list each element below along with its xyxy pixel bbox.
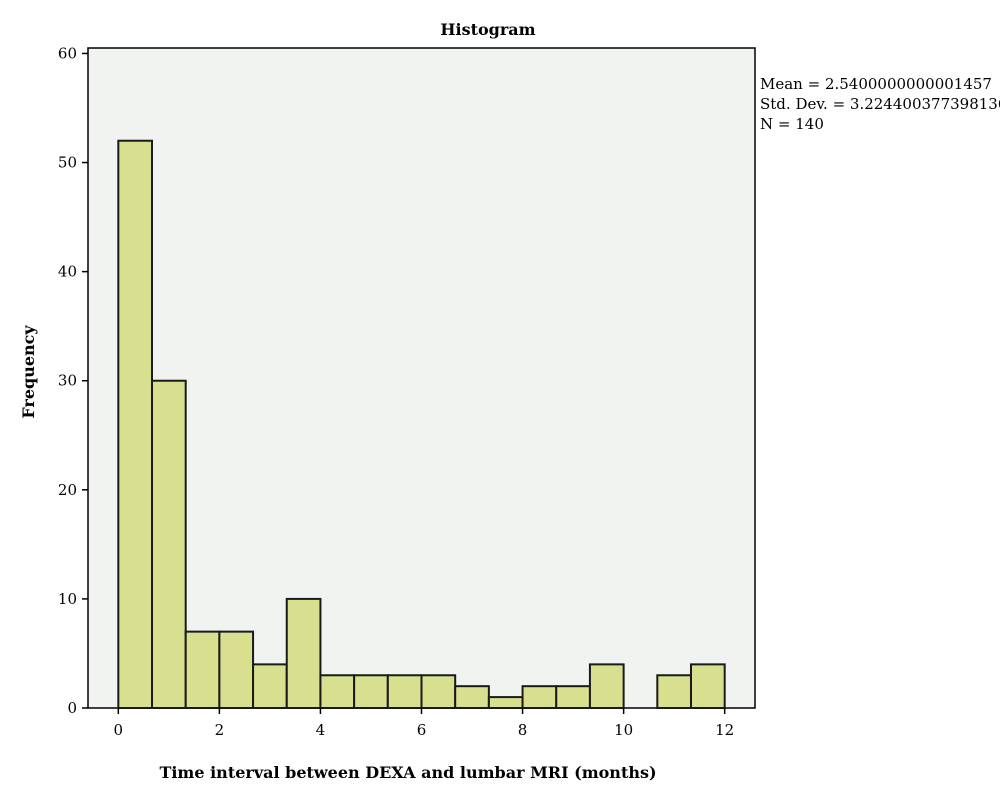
histogram-bar-18 <box>689 663 726 710</box>
histogram-bar-12 <box>487 696 524 709</box>
x-tick-label: 8 <box>518 721 528 739</box>
y-tick-label: 0 <box>67 699 77 717</box>
y-tick-label: 20 <box>58 481 77 499</box>
stats-box: Mean = 2.5400000000001457 Std. Dev. = 3.… <box>760 75 1000 133</box>
x-tick-label: 0 <box>114 721 124 739</box>
histogram-bar-5 <box>252 663 288 710</box>
histogram-bar-2 <box>151 379 187 709</box>
bars-layer <box>117 139 726 710</box>
x-tick-label: 6 <box>417 721 427 739</box>
histogram-bar-7 <box>319 674 356 709</box>
histogram-bar-17 <box>656 674 692 709</box>
x-tick-label: 10 <box>614 721 633 739</box>
x-tick-label: 4 <box>316 721 326 739</box>
histogram-bar-8 <box>353 674 389 709</box>
histogram-bar-9 <box>386 674 423 709</box>
histogram-bar-6 <box>285 597 322 710</box>
stats-mean: Mean = 2.5400000000001457 <box>760 75 992 93</box>
histogram-bar-3 <box>184 630 221 709</box>
stats-std-dev: Std. Dev. = 3.2244003773981360 <box>760 95 1000 113</box>
y-tick-label: 40 <box>58 263 77 281</box>
stats-n: N = 140 <box>760 115 824 133</box>
histogram-bar-10 <box>420 674 457 709</box>
y-tick-label: 10 <box>58 590 77 608</box>
y-tick-label: 50 <box>58 154 77 172</box>
chart-title: Histogram <box>440 20 535 39</box>
plot-area <box>87 47 756 709</box>
histogram-bar-14 <box>555 685 591 710</box>
y-axis-title: Frequency <box>19 325 38 419</box>
histogram-bar-4 <box>218 630 255 709</box>
x-axis-title: Time interval between DEXA and lumbar MR… <box>159 763 656 782</box>
y-tick-label: 60 <box>58 44 77 62</box>
histogram-bar-13 <box>521 685 558 710</box>
x-axis: 0 2 4 6 8 10 12 <box>114 708 734 739</box>
y-axis: 0 10 20 30 40 50 60 <box>58 44 88 717</box>
histogram-bar-11 <box>454 685 490 710</box>
histogram-bar-15 <box>588 663 625 710</box>
x-tick-label: 2 <box>215 721 225 739</box>
y-tick-label: 30 <box>58 372 77 390</box>
histogram-bar-1 <box>117 139 154 709</box>
x-tick-label: 12 <box>715 721 734 739</box>
